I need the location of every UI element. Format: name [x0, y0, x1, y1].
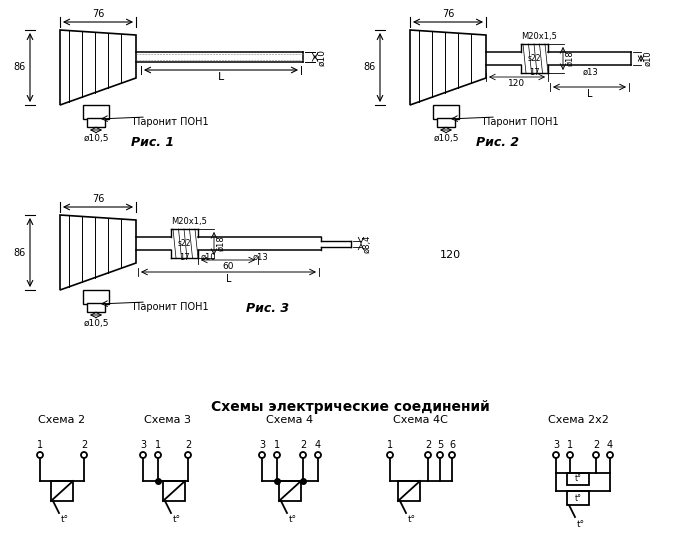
- Text: t°: t°: [408, 515, 416, 524]
- Text: 120: 120: [508, 79, 526, 88]
- Text: 1: 1: [387, 440, 393, 450]
- Text: L: L: [587, 89, 592, 99]
- Bar: [567, 473, 589, 485]
- Text: ø10,5: ø10,5: [83, 134, 108, 143]
- Text: 120: 120: [440, 250, 461, 260]
- Text: 76: 76: [442, 9, 454, 19]
- Text: 4: 4: [315, 440, 321, 450]
- Text: Рис. 1: Рис. 1: [132, 135, 174, 149]
- Text: 3: 3: [259, 440, 265, 450]
- Text: M20x1,5: M20x1,5: [171, 217, 207, 226]
- Text: L: L: [218, 72, 224, 82]
- Text: Паронит ПОН1: Паронит ПОН1: [483, 117, 559, 127]
- Text: ø10: ø10: [643, 50, 652, 66]
- Text: Схема 2x2: Схема 2x2: [547, 415, 608, 425]
- Text: t°: t°: [575, 494, 582, 503]
- Text: 1: 1: [155, 440, 161, 450]
- Bar: [398, 481, 420, 501]
- Text: 76: 76: [92, 194, 104, 204]
- Text: 2: 2: [81, 440, 87, 450]
- Text: Схемы электрические соединений: Схемы электрические соединений: [211, 400, 489, 414]
- Text: 1: 1: [274, 440, 280, 450]
- Text: Паронит ПОН1: Паронит ПОН1: [133, 117, 209, 127]
- Text: Схема 3: Схема 3: [144, 415, 192, 425]
- Text: t°: t°: [61, 515, 69, 524]
- Text: M20x1,5: M20x1,5: [521, 32, 557, 41]
- Text: t°: t°: [173, 515, 181, 524]
- Text: Рис. 2: Рис. 2: [477, 135, 519, 149]
- Text: t°: t°: [575, 474, 582, 483]
- Text: 86: 86: [364, 62, 376, 72]
- Bar: [51, 481, 73, 501]
- Text: 86: 86: [14, 62, 26, 72]
- Text: ø10,5: ø10,5: [83, 319, 108, 328]
- Text: Схема 4: Схема 4: [267, 415, 314, 425]
- Text: ø18: ø18: [565, 50, 574, 67]
- Text: ø8,4: ø8,4: [363, 234, 372, 253]
- Bar: [279, 481, 301, 501]
- Text: s22: s22: [527, 54, 540, 63]
- Text: 2: 2: [185, 440, 191, 450]
- Bar: [87, 303, 105, 312]
- Text: ø13: ø13: [583, 68, 599, 77]
- Text: 6: 6: [449, 440, 455, 450]
- Bar: [83, 105, 109, 119]
- Text: Паронит ПОН1: Паронит ПОН1: [133, 302, 209, 312]
- Text: 4: 4: [607, 440, 613, 450]
- Text: 1: 1: [37, 440, 43, 450]
- Bar: [567, 491, 589, 505]
- Text: 86: 86: [14, 248, 26, 258]
- Bar: [83, 290, 109, 304]
- Text: 17: 17: [178, 253, 189, 262]
- Bar: [87, 118, 105, 127]
- Text: 2: 2: [593, 440, 599, 450]
- Text: ø10: ø10: [317, 48, 326, 66]
- Text: Схема 4С: Схема 4С: [393, 415, 447, 425]
- Text: ø10: ø10: [200, 253, 216, 262]
- Text: ø13: ø13: [253, 253, 269, 262]
- Text: 1: 1: [567, 440, 573, 450]
- Text: 2: 2: [300, 440, 306, 450]
- Bar: [437, 118, 455, 127]
- Text: t°: t°: [289, 515, 297, 524]
- Text: 17: 17: [528, 68, 539, 77]
- Text: 60: 60: [223, 262, 234, 271]
- Text: 5: 5: [437, 440, 443, 450]
- Text: L: L: [225, 274, 231, 284]
- Text: t°: t°: [577, 520, 585, 529]
- Text: s22: s22: [177, 239, 190, 248]
- Text: ø10,5: ø10,5: [433, 134, 459, 143]
- Bar: [163, 481, 185, 501]
- Text: 3: 3: [553, 440, 559, 450]
- Text: Рис. 3: Рис. 3: [246, 302, 290, 315]
- Text: Схема 2: Схема 2: [38, 415, 85, 425]
- Text: 3: 3: [140, 440, 146, 450]
- Text: 2: 2: [425, 440, 431, 450]
- Bar: [433, 105, 459, 119]
- Text: ø18: ø18: [216, 236, 225, 251]
- Text: 76: 76: [92, 9, 104, 19]
